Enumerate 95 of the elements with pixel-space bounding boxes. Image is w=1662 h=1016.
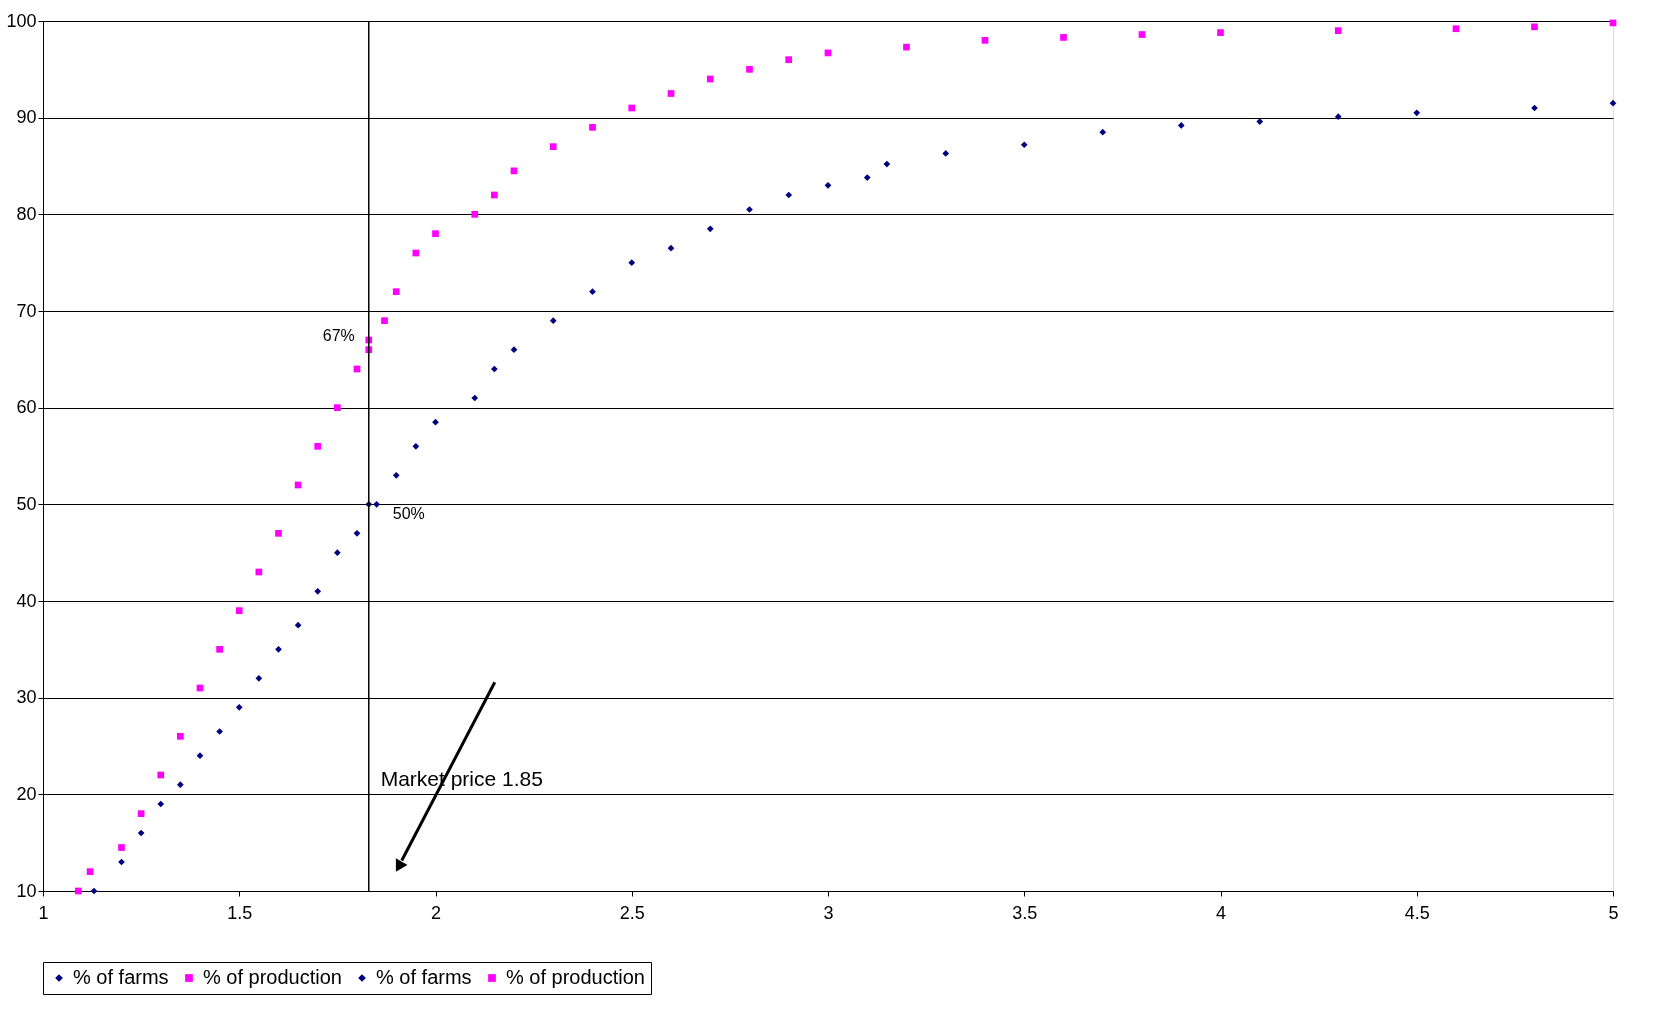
- point: [1060, 34, 1067, 41]
- y-tick-label: 30: [16, 687, 37, 708]
- point: [412, 442, 420, 450]
- point: [157, 800, 165, 808]
- x-tick-label: 4.5: [1404, 902, 1430, 923]
- point: [589, 288, 596, 296]
- x-tick-label: 1: [38, 902, 49, 923]
- x-tick-label: 4: [1215, 902, 1227, 923]
- y-tick-label: 40: [16, 590, 37, 611]
- x-tick-label: 3: [823, 902, 834, 923]
- x-tick-label: 5: [1608, 902, 1619, 923]
- legend-label: % of farms: [73, 966, 169, 988]
- y-tick-label: 70: [16, 300, 37, 321]
- y-tick-label: 60: [16, 397, 37, 418]
- point: [1099, 128, 1107, 136]
- data-label: 50%: [392, 505, 425, 523]
- point: [392, 288, 400, 296]
- point: [157, 771, 165, 779]
- point: [1177, 122, 1185, 129]
- point: [90, 887, 98, 895]
- y-tick-label: 20: [16, 783, 37, 804]
- point: [314, 442, 322, 450]
- y-tick-label: 90: [16, 107, 37, 128]
- point: [471, 210, 479, 218]
- point: [1334, 113, 1342, 121]
- point: [235, 703, 243, 711]
- point: [549, 317, 557, 325]
- point: [510, 346, 518, 354]
- legend-label: % of production: [506, 966, 645, 988]
- point: [746, 65, 753, 73]
- data-label: 67%: [322, 327, 355, 344]
- y-tick-label: 100: [6, 10, 37, 31]
- point: [196, 752, 204, 760]
- point: [373, 500, 380, 508]
- point: [981, 36, 989, 44]
- ref-line-label: Market price 1.85: [380, 766, 543, 790]
- point: [1413, 109, 1421, 117]
- x-tick-label: 3.5: [1012, 902, 1038, 923]
- point: [706, 225, 714, 233]
- point: [334, 404, 341, 412]
- point: [118, 844, 125, 851]
- point: [1217, 29, 1224, 36]
- point: [1452, 25, 1460, 33]
- point: [1020, 141, 1028, 149]
- point: [74, 887, 82, 895]
- point: [667, 90, 675, 97]
- point: [903, 43, 910, 51]
- legend-label: % of production: [203, 966, 342, 988]
- point: [628, 104, 636, 112]
- point: [785, 56, 793, 64]
- point: [1609, 99, 1617, 107]
- point: [235, 607, 243, 615]
- point: [667, 244, 675, 252]
- point: [1256, 118, 1264, 125]
- point: [432, 418, 439, 426]
- point: [589, 123, 596, 131]
- y-tick-label: 50: [16, 493, 37, 514]
- point: [275, 645, 282, 653]
- point: [216, 728, 223, 735]
- point: [824, 181, 832, 189]
- point: [706, 75, 714, 83]
- point: [294, 621, 302, 629]
- point: [137, 810, 145, 818]
- legend-label: % of farms: [376, 966, 472, 988]
- point: [216, 645, 223, 653]
- point: [785, 191, 793, 199]
- point: [549, 143, 557, 151]
- point: [1138, 31, 1146, 38]
- point: [86, 868, 94, 876]
- point: [1334, 27, 1342, 35]
- point: [863, 174, 871, 181]
- point: [746, 206, 753, 213]
- point: [942, 150, 950, 157]
- point: [381, 317, 388, 325]
- x-tick-label: 2.5: [619, 902, 645, 923]
- y-tick-label: 80: [16, 203, 37, 224]
- point: [255, 674, 263, 682]
- point: [314, 587, 322, 595]
- point: [1531, 23, 1538, 31]
- point: [137, 829, 145, 837]
- point: [392, 471, 400, 479]
- x-tick-label: 2: [430, 902, 442, 923]
- point: [334, 549, 341, 557]
- point: [177, 781, 184, 789]
- point: [491, 191, 498, 199]
- point: [353, 529, 361, 537]
- point: [471, 394, 479, 402]
- point: [510, 167, 518, 175]
- point: [628, 259, 636, 267]
- point: [275, 529, 282, 537]
- point: [177, 732, 184, 740]
- y-tick-label: 10: [16, 880, 37, 901]
- point: [883, 160, 891, 168]
- point: [432, 230, 439, 238]
- x-tick-label: 1.5: [227, 902, 253, 923]
